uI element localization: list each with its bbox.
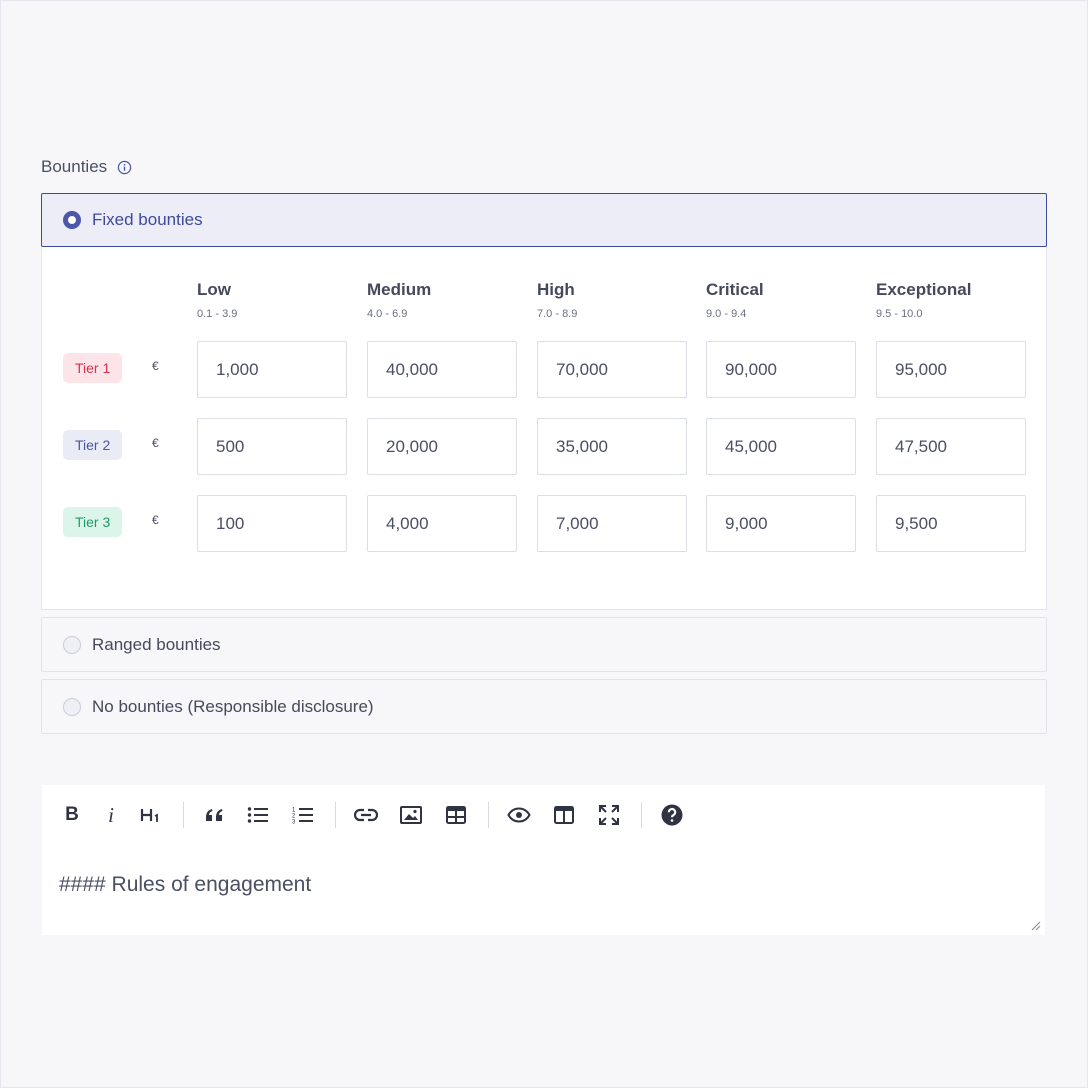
svg-text:1: 1 (292, 808, 296, 814)
fullscreen-svg (599, 805, 619, 825)
bounty-amount-input[interactable] (876, 418, 1026, 475)
heading-svg (140, 809, 158, 822)
tier-badge: Tier 2 (63, 430, 123, 460)
toolbar-separator (488, 802, 489, 828)
side-by-side-icon[interactable] (549, 801, 579, 829)
bounty-amount-input[interactable] (706, 495, 856, 552)
preview-eye-icon[interactable] (504, 801, 534, 829)
fixed-bounties-label: Fixed bounties (92, 210, 203, 229)
help-icon[interactable] (657, 801, 687, 829)
severity-column-3: Critical 9.0 - 9.4 (706, 280, 764, 320)
bounty-amount-input[interactable] (706, 418, 856, 475)
unordered-list-icon[interactable] (243, 801, 273, 829)
link-icon[interactable] (351, 801, 381, 829)
currency-symbol: € (152, 436, 159, 450)
severity-name: Medium (367, 280, 432, 299)
fixed-bounties-panel: Low 0.1 - 3.9 Medium 4.0 - 6.9 High 7.0 - 8.9… (41, 247, 1047, 610)
ranged-bounties-label: Ranged bounties (92, 634, 221, 654)
bounties-label-text: Bounties (41, 157, 108, 176)
heading-icon[interactable] (136, 801, 166, 829)
columns-svg (554, 806, 574, 824)
quote-svg (206, 809, 223, 821)
severity-column-4: Exceptional 9.5 - 10.0 (876, 280, 971, 320)
no-bounties-option[interactable]: No bounties (Responsible disclosure) (41, 679, 1047, 734)
fullscreen-icon[interactable] (594, 801, 624, 829)
quote-icon[interactable] (199, 801, 229, 829)
bounty-amount-input[interactable] (537, 418, 687, 475)
bounty-amount-input[interactable] (876, 341, 1026, 398)
bold-icon[interactable]: B (57, 801, 87, 829)
bounty-amount-input[interactable] (367, 418, 517, 475)
eye-svg (507, 807, 531, 823)
bounty-amount-input[interactable] (367, 495, 517, 552)
severity-name: High (537, 280, 575, 299)
svg-text:2: 2 (292, 814, 296, 820)
tier-badge: Tier 1 (63, 353, 123, 383)
no-bounties-label: No bounties (Responsible disclosure) (92, 696, 374, 716)
image-icon[interactable] (396, 801, 426, 829)
no-bounties-radio[interactable] (63, 697, 81, 716)
severity-column-2: High 7.0 - 8.9 (537, 280, 577, 320)
severity-name: Low (197, 280, 231, 299)
ranged-bounties-option[interactable]: Ranged bounties (41, 617, 1047, 672)
bounty-amount-input[interactable] (197, 418, 347, 475)
ul-svg (247, 807, 268, 823)
fixed-bounties-option[interactable]: Fixed bounties (41, 193, 1047, 247)
ranged-bounties-radio[interactable] (63, 635, 81, 654)
image-svg (400, 806, 422, 824)
bounty-amount-input[interactable] (197, 341, 347, 398)
severity-range: 9.5 - 10.0 (876, 308, 923, 320)
bounty-amount-input[interactable] (876, 495, 1026, 552)
toolbar-separator (335, 802, 336, 828)
ordered-list-icon[interactable]: 1 2 3 (288, 801, 318, 829)
fixed-bounties-radio[interactable] (63, 211, 81, 229)
severity-name: Exceptional (876, 280, 972, 299)
table-icon[interactable] (441, 801, 471, 829)
ol-svg: 1 2 3 (292, 808, 313, 825)
bounty-amount-input[interactable] (537, 341, 687, 398)
editor-content[interactable]: #### Rules of engagement (59, 873, 312, 896)
toolbar-separator (641, 802, 642, 828)
italic-icon[interactable]: i (96, 801, 126, 829)
info-icon[interactable] (117, 160, 132, 175)
bounties-label: Bounties (41, 157, 132, 177)
severity-column-0: Low 0.1 - 3.9 (197, 280, 237, 320)
tier-badge: Tier 3 (63, 507, 123, 537)
toolbar-separator (183, 802, 184, 828)
bounty-amount-input[interactable] (197, 495, 347, 552)
bounty-amount-input[interactable] (367, 341, 517, 398)
markdown-editor[interactable]: B i 1 2 (42, 785, 1045, 935)
italic-glyph: i (108, 802, 114, 827)
bounty-amount-input[interactable] (706, 341, 856, 398)
svg-text:3: 3 (292, 820, 296, 825)
severity-range: 7.0 - 8.9 (537, 308, 578, 320)
bold-glyph: B (65, 804, 79, 825)
table-svg (446, 806, 466, 824)
link-svg (354, 808, 378, 822)
currency-symbol: € (152, 513, 159, 527)
severity-name: Critical (706, 280, 764, 299)
severity-range: 4.0 - 6.9 (367, 308, 408, 320)
resize-handle-icon[interactable] (1029, 919, 1041, 931)
bounty-amount-input[interactable] (537, 495, 687, 552)
editor-toolbar: B i 1 2 (42, 785, 1045, 845)
severity-column-1: Medium 4.0 - 6.9 (367, 280, 431, 320)
currency-symbol: € (152, 359, 159, 373)
severity-range: 9.0 - 9.4 (706, 308, 747, 320)
help-svg (661, 804, 683, 826)
severity-range: 0.1 - 3.9 (197, 308, 238, 320)
